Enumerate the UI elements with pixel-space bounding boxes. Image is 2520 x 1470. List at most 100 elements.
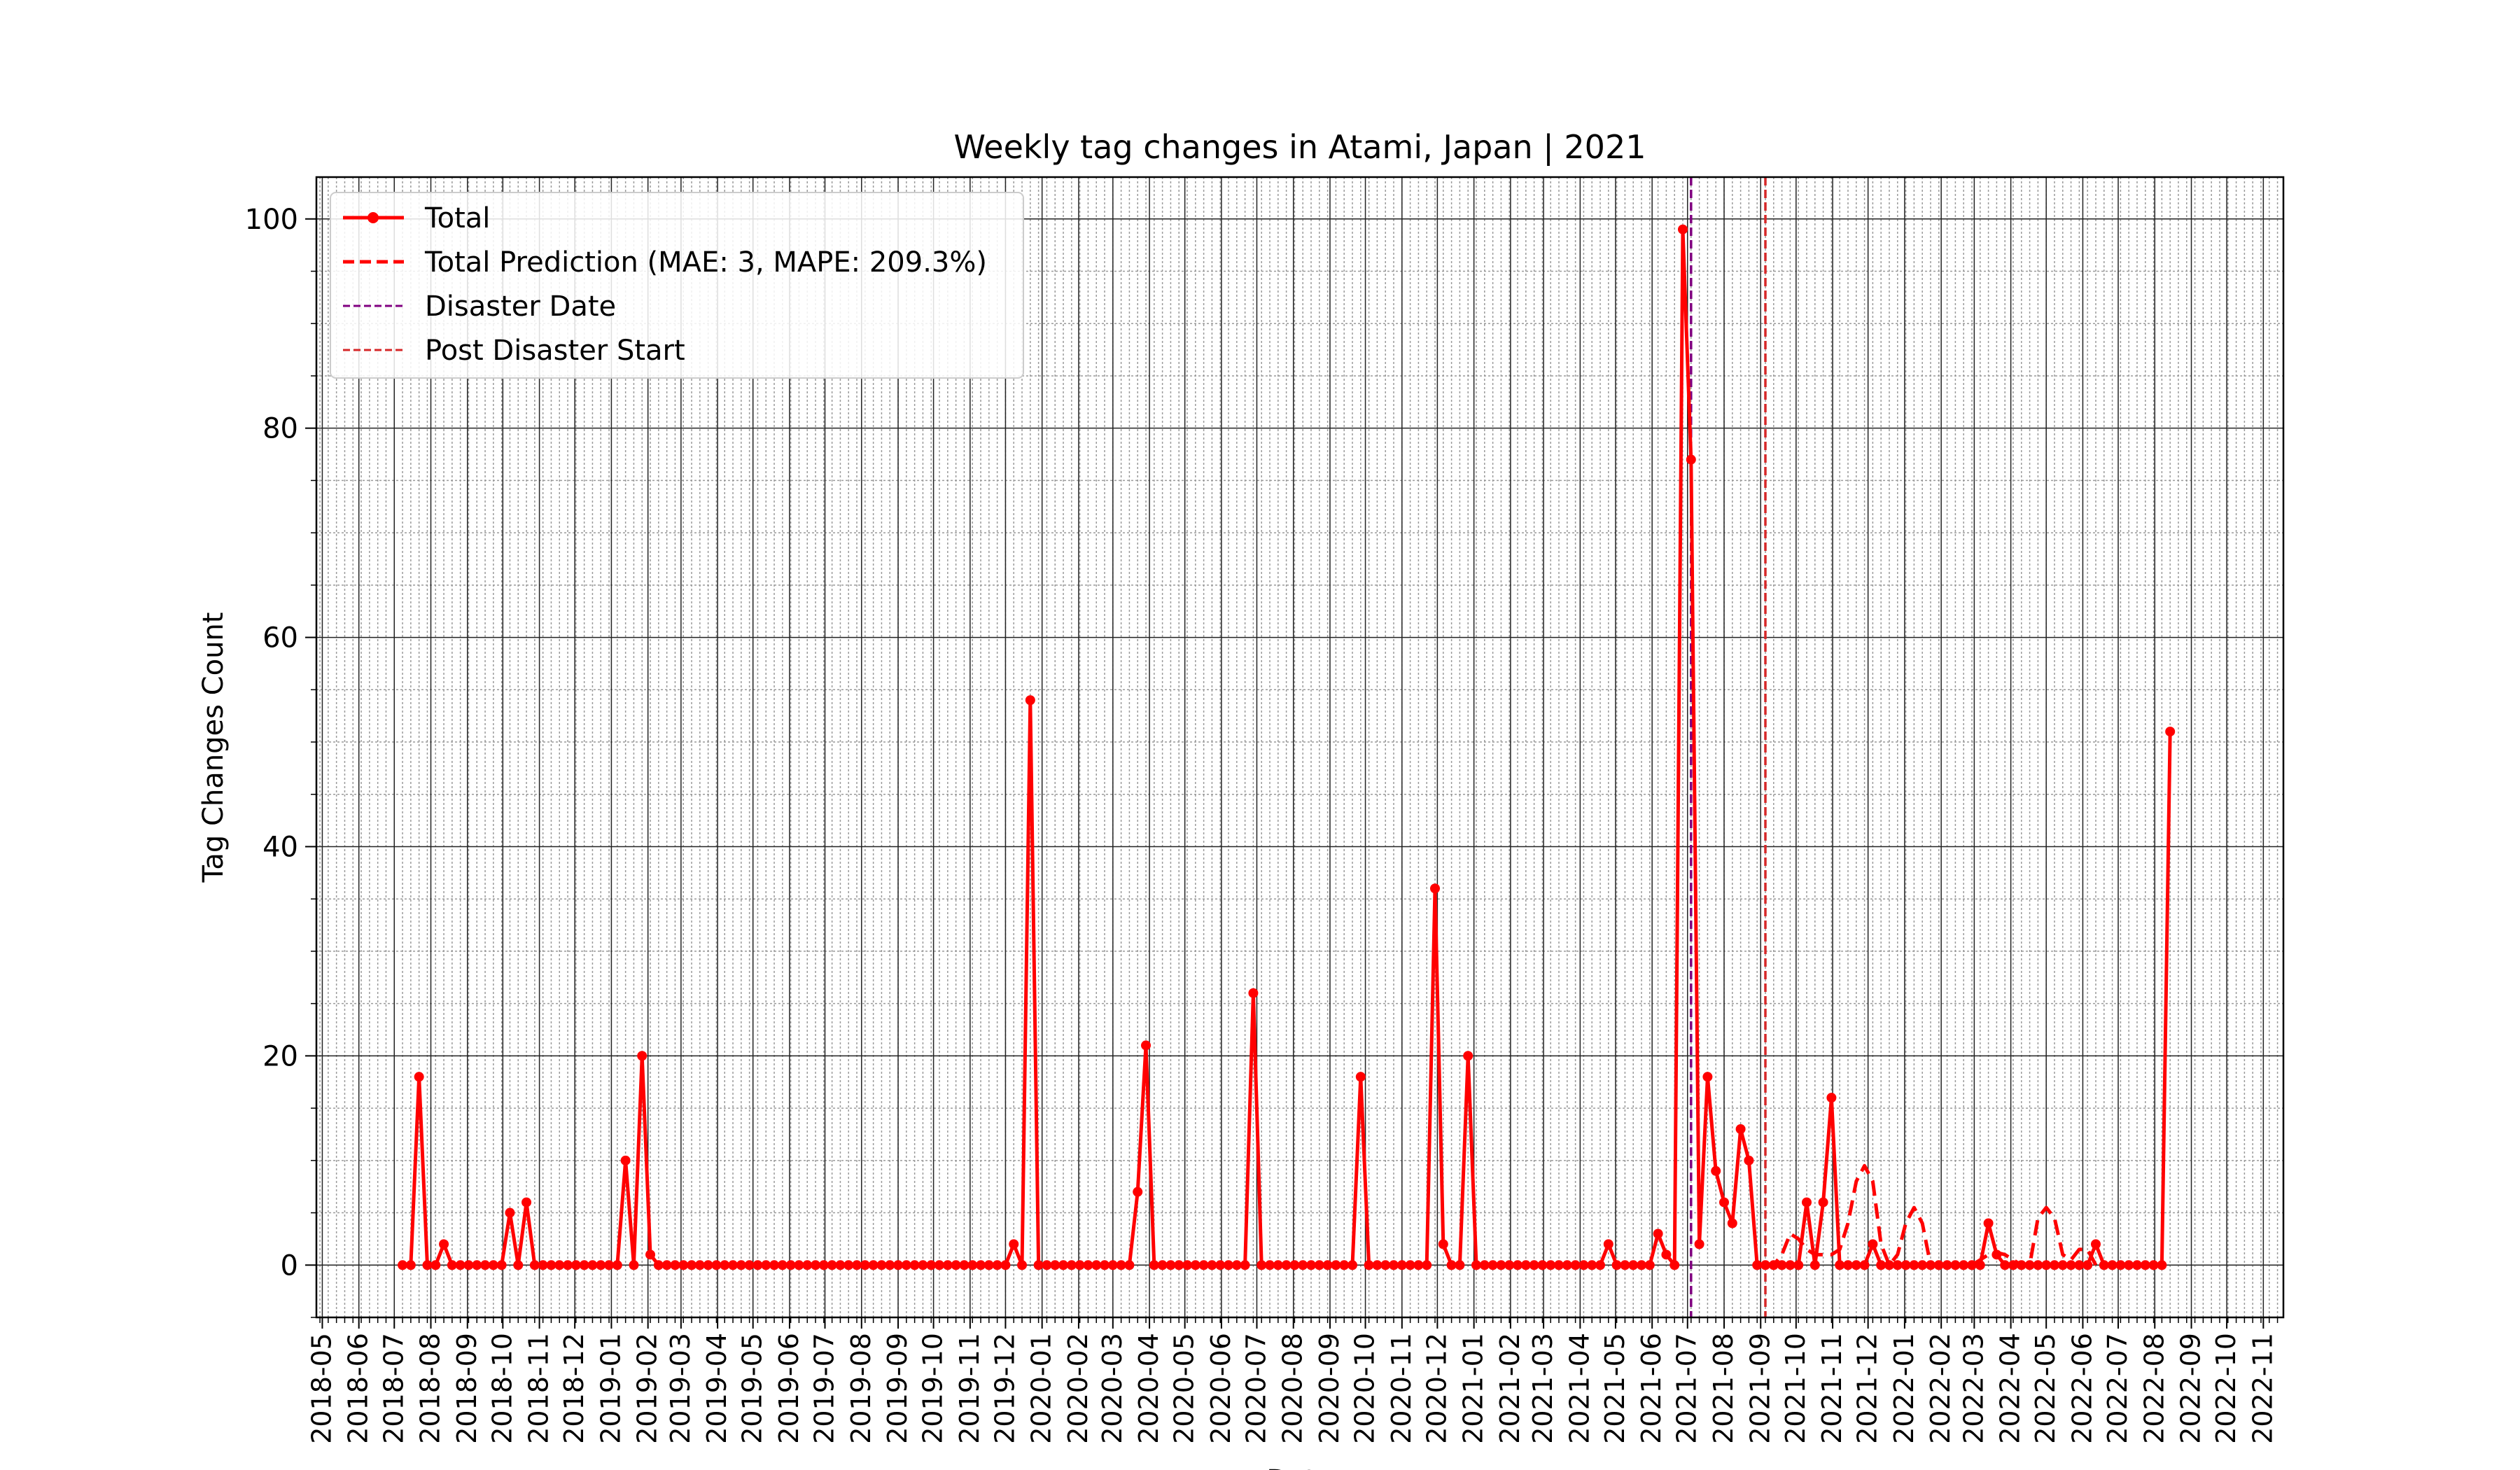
total-data-point [398,1260,408,1270]
total-data-point [1248,988,1259,998]
total-data-point [1760,1260,1770,1270]
total-data-point [983,1260,994,1270]
x-tick-label: 2021-02 [1494,1333,1525,1444]
x-tick-label: 2022-11 [2247,1333,2278,1444]
x-tick-label: 2021-01 [1458,1333,1489,1444]
total-data-point [1620,1260,1630,1270]
total-data-point [1273,1260,1283,1270]
x-tick-label: 2018-10 [486,1333,517,1444]
total-data-point [1224,1260,1234,1270]
x-tick-label: 2022-02 [1925,1333,1956,1444]
x-tick-label: 2019-05 [737,1333,768,1444]
total-data-point [1000,1260,1011,1270]
total-data-point [1851,1260,1861,1270]
total-data-point [1438,1239,1448,1250]
total-data-point [1554,1260,1564,1270]
total-data-point [761,1260,771,1270]
x-tick-label: 2021-06 [1636,1333,1667,1444]
total-data-point [1694,1239,1704,1250]
total-data-point [736,1260,746,1270]
legend-label: Post Disaster Start [425,335,685,367]
total-data-point [430,1260,441,1270]
total-data-point [1372,1260,1382,1270]
total-data-point [1744,1155,1754,1166]
total-data-point [992,1260,1002,1270]
total-data-point [926,1260,937,1270]
total-data-point [1562,1260,1572,1270]
x-tick-label: 2020-11 [1386,1333,1417,1444]
total-data-point [1900,1260,1911,1270]
x-tick-label: 2022-09 [2176,1333,2206,1444]
total-data-point [1207,1260,1217,1270]
total-data-point [645,1250,656,1260]
total-data-point [1413,1260,1424,1270]
y-tick-label: 20 [262,1040,298,1072]
total-data-point [2049,1260,2059,1270]
total-data-point [455,1260,465,1270]
total-data-point [1868,1239,1878,1250]
total-data-point [1587,1260,1597,1270]
total-data-point [860,1260,870,1270]
x-tick-label: 2018-08 [415,1333,446,1444]
total-data-point [1727,1218,1737,1228]
total-data-point [447,1260,457,1270]
total-data-point [1702,1072,1713,1082]
x-tick-label: 2021-11 [1816,1333,1847,1444]
total-data-point [496,1260,507,1270]
total-data-point [1768,1260,1779,1270]
total-data-point [1520,1260,1531,1270]
x-axis-label: Date [1266,1464,1334,1470]
total-data-point [1925,1260,1935,1270]
total-data-point [2033,1260,2043,1270]
total-data-point [1636,1260,1646,1270]
total-data-point [1074,1260,1085,1270]
total-data-point [1455,1260,1465,1270]
total-data-point [1331,1260,1341,1270]
x-tick-label: 2018-09 [451,1333,482,1444]
total-data-point [901,1260,911,1270]
x-tick-label: 2022-03 [1958,1333,1989,1444]
total-data-point [1091,1260,1102,1270]
total-data-point [1884,1260,1894,1270]
reference-lines [1690,177,1767,1317]
total-data-point [934,1260,945,1270]
x-tick-label: 2021-03 [1527,1333,1558,1444]
total-data-point [596,1260,606,1270]
y-tick-label: 0 [281,1250,298,1282]
total-data-point [1644,1260,1655,1270]
total-data-point [1339,1260,1350,1270]
total-data-point [811,1260,821,1270]
total-data-point [1686,454,1696,465]
total-data-point [2074,1260,2085,1270]
total-data-point [1909,1260,1919,1270]
total-data-point [405,1260,416,1270]
total-data-point [1975,1260,1985,1270]
total-data-point [1025,695,1035,706]
total-data-point [687,1260,697,1270]
total-data-point [1570,1260,1581,1270]
x-tick-label: 2019-01 [595,1333,626,1444]
y-tick-label: 40 [262,831,298,863]
total-data-point [1289,1260,1300,1270]
total-data-point [653,1260,664,1270]
total-data-point [1306,1260,1317,1270]
total-data-point [2157,1260,2167,1270]
total-data-point [1859,1260,1870,1270]
total-data-point [2140,1260,2150,1270]
total-data-point [2107,1260,2118,1270]
x-tick-label: 2019-04 [701,1333,732,1444]
total-data-point [720,1260,730,1270]
total-data-point [818,1260,829,1270]
total-data-point [1892,1260,1903,1270]
total-data-point [1793,1260,1804,1270]
x-tick-label: 2019-07 [809,1333,840,1444]
total-data-point [1009,1239,1019,1250]
total-data-point [1942,1260,1952,1270]
total-data-point [1777,1260,1787,1270]
total-data-point [2024,1260,2035,1270]
total-data-point [959,1260,969,1270]
total-data-point [1430,883,1441,894]
chart-title: Weekly tag changes in Atami, Japan | 202… [954,128,1646,167]
x-tick-label: 2021-04 [1564,1333,1595,1444]
total-data-point [2115,1260,2126,1270]
